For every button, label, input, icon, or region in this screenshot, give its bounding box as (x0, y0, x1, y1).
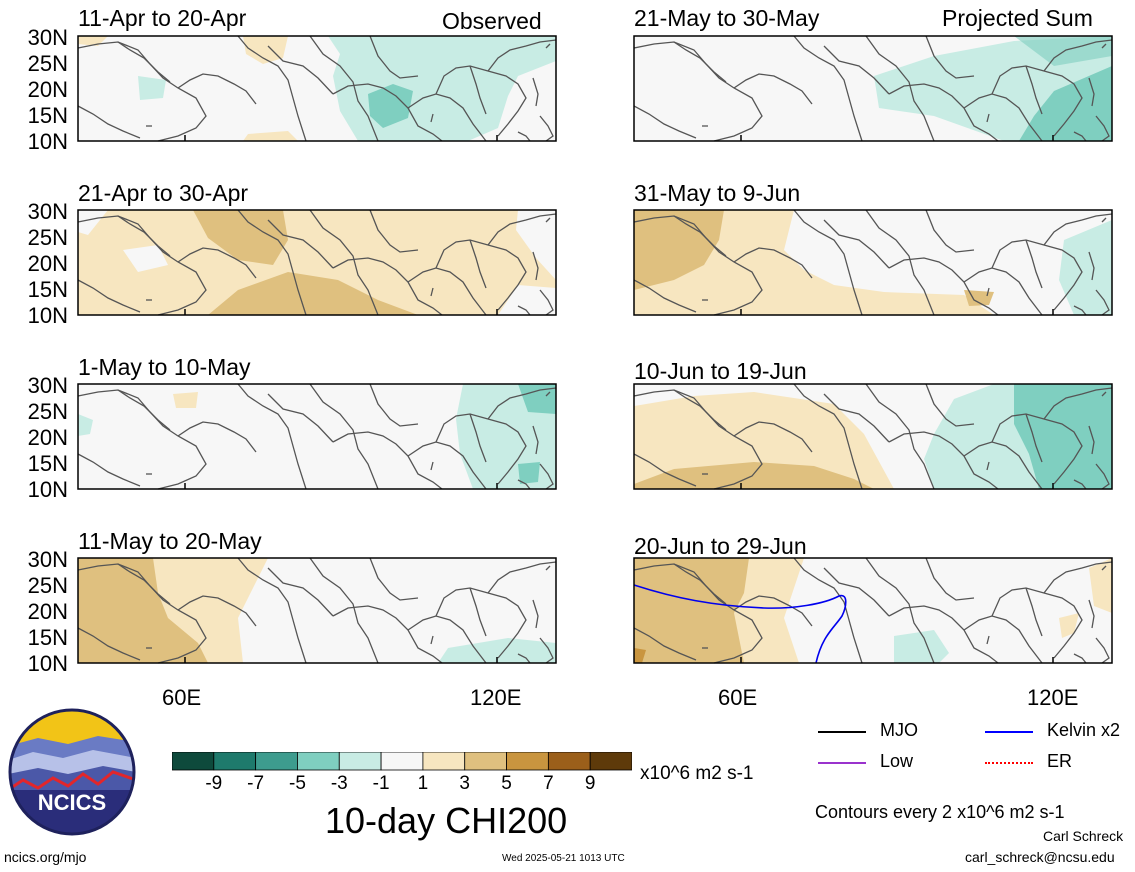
colorbar-tick-label: 7 (543, 773, 554, 794)
colorbar-swatch (422, 752, 466, 771)
colorbar-tick-label: 3 (459, 773, 470, 794)
logo-graphic (8, 708, 136, 836)
colorbar-ticks: -9 -7 -5 -3 -1 1 3 5 7 9 (172, 773, 632, 799)
lon-label-60e-left: 60E (162, 685, 202, 710)
panel-title-8: 20-Jun to 29-Jun (634, 533, 807, 559)
colorbar (172, 752, 632, 771)
panel-title-4: 11-May to 20-May (78, 528, 262, 554)
lat-label: 25N (27, 225, 68, 250)
colorbar-swatch (213, 752, 257, 771)
mjo-line-swatch (818, 731, 866, 733)
lat-label: 15N (27, 277, 68, 302)
colorbar-swatch (297, 752, 340, 771)
kelvin-contour (633, 584, 847, 664)
er-line-swatch (985, 762, 1033, 764)
colorbar-tick-label: 1 (417, 773, 429, 794)
lat-label: 20N (27, 425, 68, 450)
low-line-swatch (818, 762, 866, 764)
colorbar-swatch (172, 752, 215, 771)
colorbar-tick-label: 5 (501, 773, 512, 794)
lat-label: 30N (27, 373, 68, 398)
map-panels (77, 35, 1113, 664)
colorbar-units: x10^6 m2 s-1 (640, 763, 754, 784)
map-panel-3 (77, 383, 557, 490)
lat-label: 15N (27, 103, 68, 128)
colorbar-tick-label: -7 (247, 773, 265, 794)
map-panel-6 (633, 209, 1113, 316)
colorbar-swatch (506, 752, 549, 771)
lat-label: 25N (27, 399, 68, 424)
contour-note: Contours every 2 x10^6 m2 s-1 (815, 802, 1065, 822)
footer-timestamp: Wed 2025-05-21 1013 UTC (502, 853, 625, 864)
lat-label: 20N (27, 77, 68, 102)
kelvin-line-swatch (985, 731, 1033, 733)
panel-title-7: 10-Jun to 19-Jun (634, 358, 807, 384)
observed-label: Observed (442, 8, 542, 34)
panel-title-3: 1-May to 10-May (78, 354, 251, 380)
lon-label-60e-right: 60E (718, 685, 758, 710)
main-title: 10-day CHI200 (325, 800, 568, 841)
ncics-logo[interactable]: NCICS (8, 708, 136, 836)
panel-title-6: 31-May to 9-Jun (634, 180, 801, 206)
colorbar-tick-label: -3 (330, 773, 348, 794)
map-panel-5 (633, 35, 1113, 142)
legend-mjo: MJO (880, 720, 918, 740)
lat-label: 15N (27, 451, 68, 476)
lon-label-120e-right: 120E (1027, 685, 1079, 710)
lat-label: 10N (27, 129, 68, 154)
lat-label: 25N (27, 573, 68, 598)
lon-label-120e-left: 120E (470, 685, 522, 710)
footer-url[interactable]: ncics.org/mjo (4, 849, 87, 865)
footer-author: Carl Schreck (1043, 828, 1124, 844)
colorbar-tick-label: 9 (584, 773, 596, 794)
logo-text: NCICS (37, 790, 107, 815)
colorbar-swatch (464, 752, 507, 771)
panel-title-5: 21-May to 30-May (634, 5, 820, 31)
legend-er: ER (1047, 751, 1073, 771)
map-panel-2 (77, 209, 557, 316)
colorbar-swatch (255, 752, 298, 771)
footer-email[interactable]: carl_schreck@ncsu.edu (965, 849, 1115, 865)
lat-label: 30N (27, 547, 68, 572)
colorbar-tick-label: -1 (372, 773, 390, 794)
map-panel-8 (633, 557, 1113, 664)
lat-label: 30N (27, 25, 68, 50)
projected-sum-label: Projected Sum (942, 5, 1093, 31)
colorbar-swatch (589, 752, 632, 771)
panel-title-1: 11-Apr to 20-Apr (78, 5, 247, 31)
lat-label: 15N (27, 625, 68, 650)
map-panel-4 (77, 557, 557, 664)
lat-label: 20N (27, 251, 68, 276)
lat-label: 10N (27, 651, 68, 676)
map-panel-7 (633, 383, 1113, 490)
colorbar-tick-label: -5 (289, 773, 306, 794)
lat-label: 25N (27, 51, 68, 76)
lat-label: 10N (27, 477, 68, 502)
colorbar-swatch (338, 752, 382, 771)
map-panel-1 (77, 35, 557, 142)
legend-kelvin: Kelvin x2 (1047, 720, 1121, 740)
panel-title-2: 21-Apr to 30-Apr (78, 180, 249, 206)
legend-low: Low (880, 751, 914, 771)
lat-label: 30N (27, 199, 68, 224)
colorbar-swatch (380, 752, 424, 771)
colorbar-tick-label: -9 (205, 773, 223, 794)
lat-label: 20N (27, 599, 68, 624)
lat-label: 10N (27, 303, 68, 328)
colorbar-swatch (547, 752, 591, 771)
